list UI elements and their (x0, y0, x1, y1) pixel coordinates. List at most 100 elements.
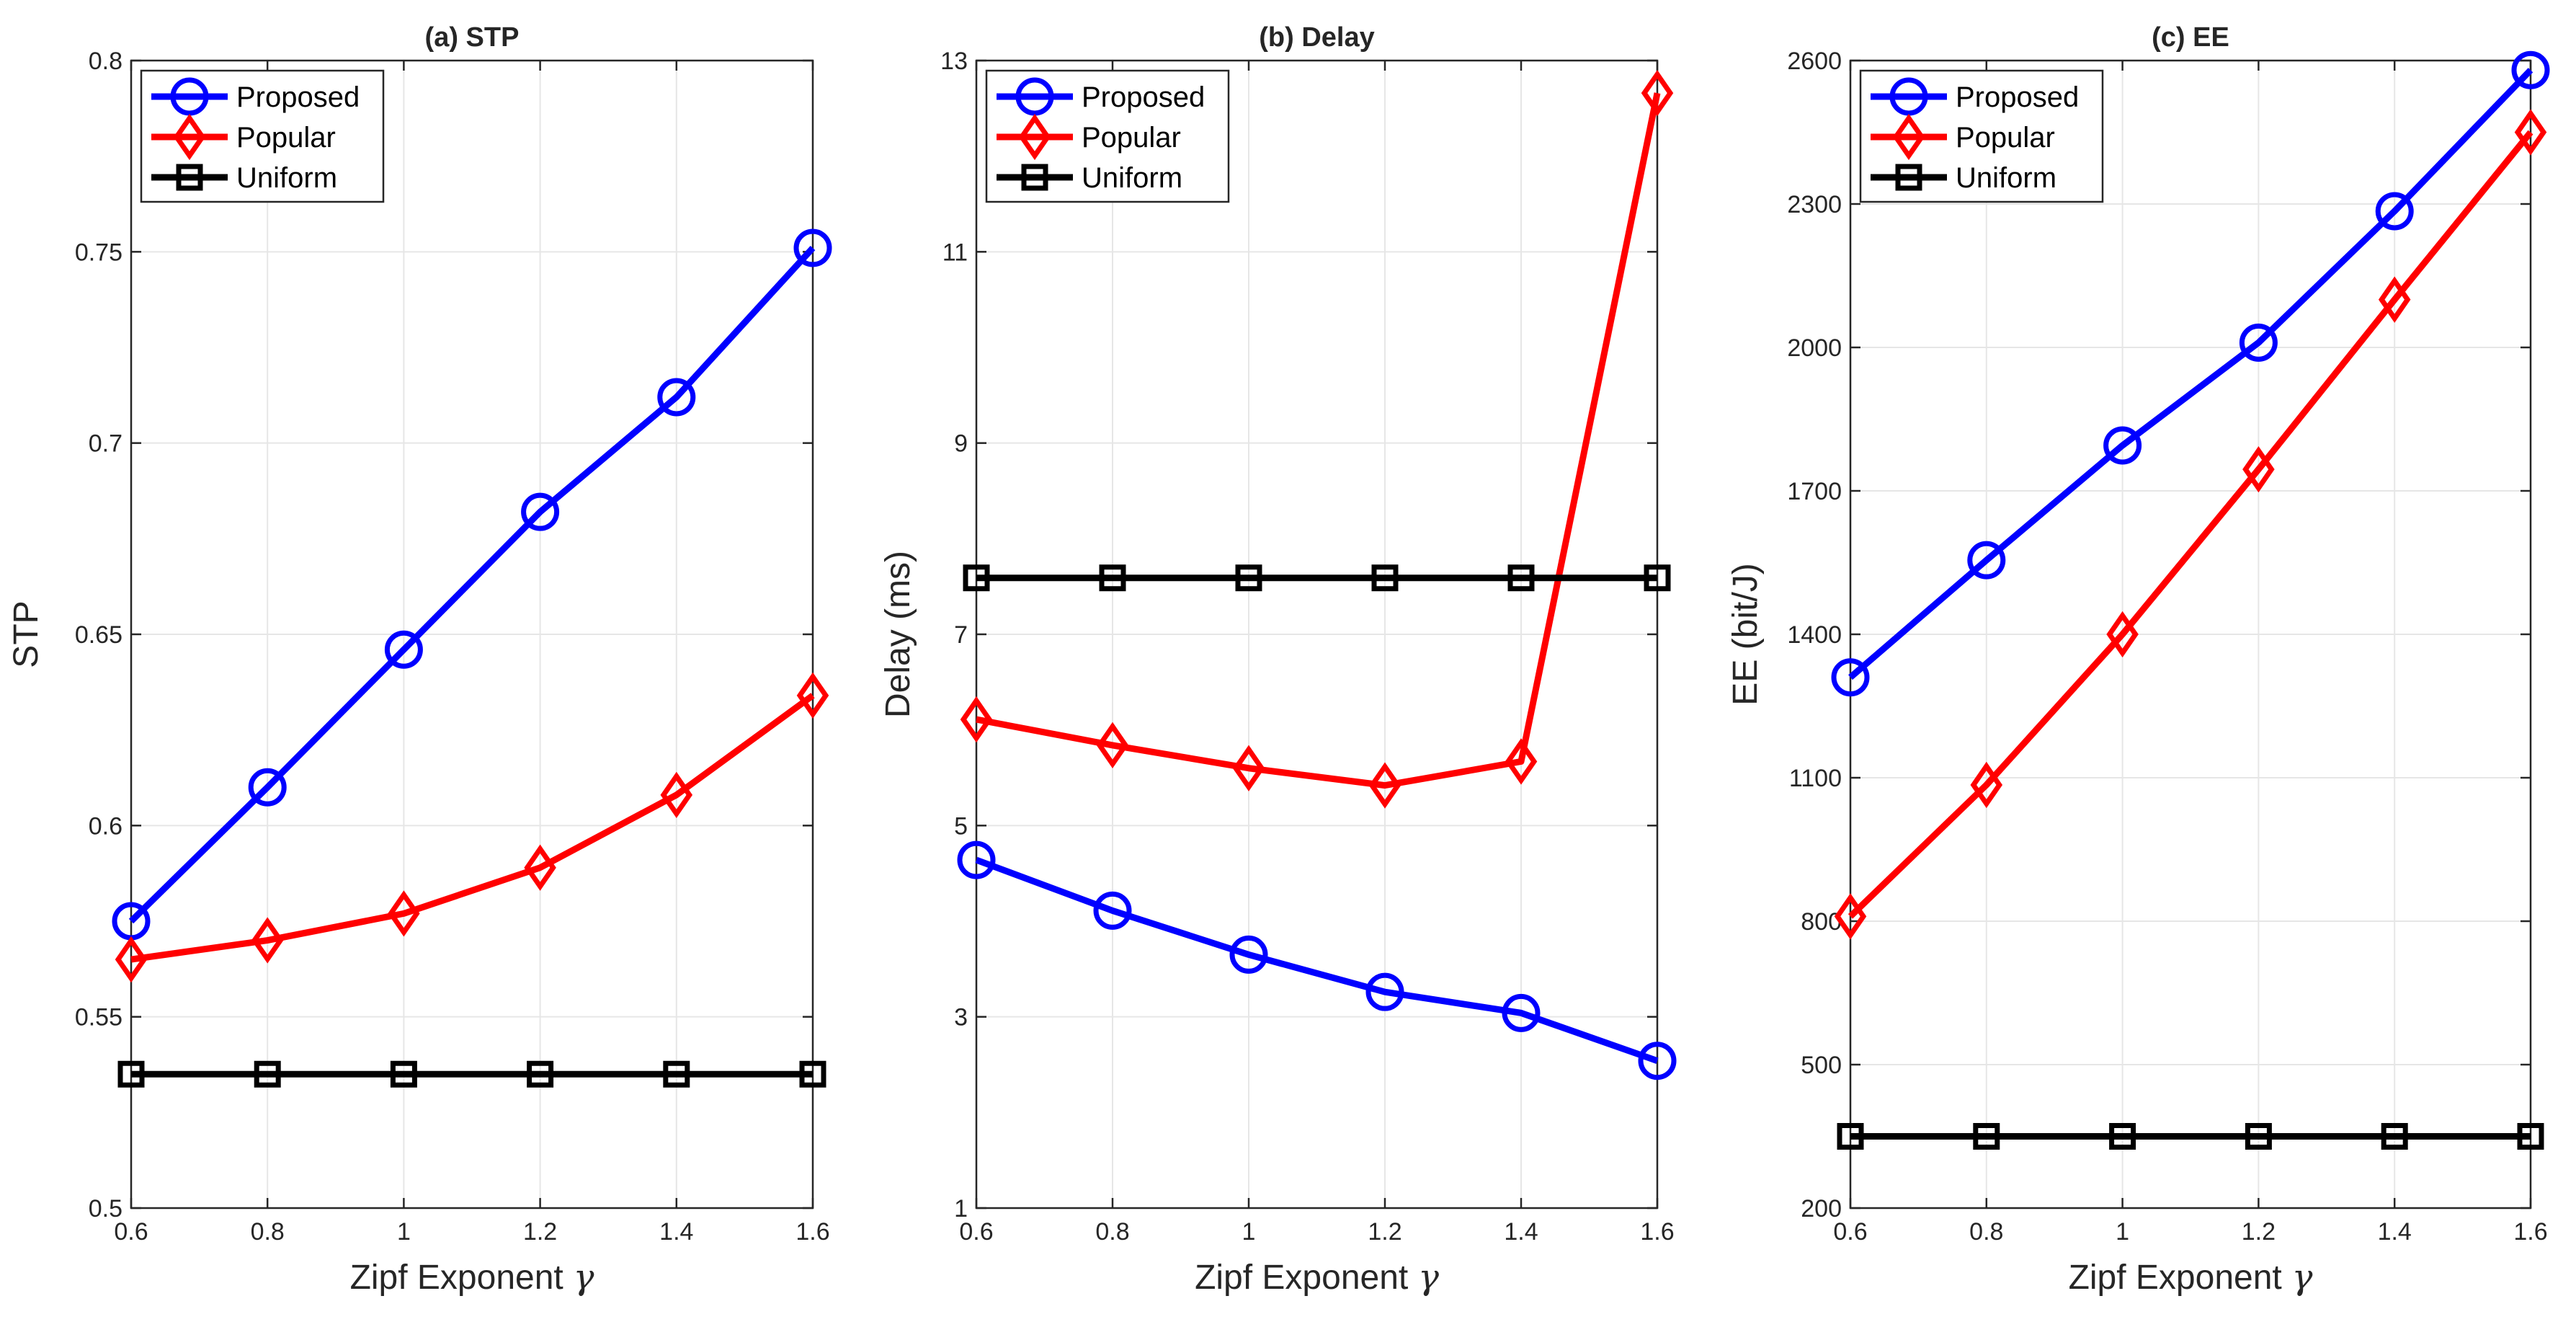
data-point-proposed (2511, 50, 2550, 89)
y-axis-label: Delay (ms) (879, 551, 917, 718)
data-point-uniform (963, 564, 990, 592)
legend-marker-popular (1892, 113, 1925, 161)
x-tick-label: 1 (1242, 1218, 1256, 1246)
x-tick-label: 0.6 (959, 1218, 993, 1246)
y-tick-label: 7 (954, 621, 968, 649)
legend-marker-proposed (1889, 77, 1928, 116)
x-tick-label: 1.4 (1504, 1218, 1538, 1246)
x-tick-label: 0.6 (114, 1218, 148, 1246)
data-point-popular (1641, 69, 1674, 117)
x-tick-label: 0.8 (1969, 1218, 2003, 1246)
legend-marker-proposed (1015, 77, 1054, 116)
data-point-uniform (2381, 1123, 2408, 1150)
x-tick-label: 1.2 (1368, 1218, 1401, 1246)
data-point-proposed (657, 378, 696, 417)
data-point-popular (1970, 761, 2003, 809)
y-tick-label: 1700 (1787, 478, 1842, 505)
legend-label-proposed: Proposed (1082, 81, 1205, 113)
data-point-uniform (2245, 1123, 2272, 1150)
y-tick-label: 3 (954, 1004, 968, 1031)
x-axis-label-symbol: γ (1418, 1257, 1439, 1297)
data-point-uniform (117, 1060, 145, 1088)
x-tick-label: 1.6 (795, 1218, 829, 1246)
panel-stp: 0.6 0.8 1 1.2 1.4 1.6 0.5 0.55 0.6 0.65 0.7 0.75 0.8… (7, 22, 832, 1297)
x-tick-label: 1.4 (659, 1218, 693, 1246)
data-point-popular (1834, 893, 1867, 940)
data-point-uniform (663, 1060, 690, 1088)
data-point-popular (1232, 745, 1265, 791)
x-tick-label: 1.2 (523, 1218, 557, 1246)
data-point-popular (388, 890, 420, 937)
y-tick-label: 0.55 (75, 1004, 122, 1031)
legend-label-proposed: Proposed (1956, 81, 2079, 113)
data-point-proposed (521, 492, 560, 531)
x-axis-label: Zipf Exponent γ (350, 1257, 594, 1297)
data-point-uniform (1973, 1123, 2000, 1150)
y-tick-label: 500 (1801, 1052, 1842, 1079)
data-point-proposed (1502, 993, 1541, 1032)
y-tick-label: 5 (954, 812, 968, 840)
legend: Proposed Popular Uniform (140, 69, 385, 203)
series-line-popular (1848, 130, 2533, 919)
y-tick-label: 200 (1801, 1195, 1842, 1222)
y-tick-label: 0.6 (89, 812, 122, 840)
data-point-uniform (1371, 564, 1399, 592)
data-point-popular (960, 696, 993, 743)
x-axis-label-text: Zipf Exponent (2069, 1259, 2282, 1297)
x-tick-label: 1.6 (1640, 1218, 1674, 1246)
data-point-uniform (2517, 1123, 2544, 1150)
x-tick-label: 0.6 (1833, 1218, 1867, 1246)
y-tick-label: 0.5 (89, 1195, 122, 1222)
x-tick-label: 1.2 (2242, 1218, 2276, 1246)
data-point-popular (1096, 722, 1129, 769)
x-axis-label-text: Zipf Exponent (350, 1259, 563, 1297)
legend: Proposed Popular Uniform (1859, 69, 2104, 203)
x-axis-label-symbol: γ (574, 1257, 594, 1297)
data-point-popular (251, 917, 284, 964)
legend-marker-popular (173, 113, 206, 161)
data-point-uniform (1507, 564, 1535, 592)
series-line-proposed (975, 856, 1659, 1064)
data-point-proposed (957, 840, 996, 879)
data-point-uniform (1099, 564, 1126, 592)
chart-title: (c) EE (2152, 22, 2229, 53)
x-axis-label: Zipf Exponent γ (2069, 1257, 2313, 1297)
data-point-popular (2514, 109, 2547, 156)
legend-marker-popular (1018, 113, 1051, 161)
x-tick-label: 0.8 (251, 1218, 285, 1246)
data-point-proposed (1093, 891, 1132, 930)
x-axis-label: Zipf Exponent γ (1195, 1257, 1439, 1297)
data-point-proposed (793, 228, 832, 267)
data-point-popular (115, 936, 148, 983)
series-line-popular (130, 693, 815, 963)
x-axis-label-symbol: γ (2292, 1257, 2313, 1297)
panel-ee: 0.6 0.8 1 1.2 1.4 1.6 200 500 800 1100 1400 1700 200… (1726, 22, 2550, 1297)
data-point-uniform (1837, 1123, 1864, 1150)
legend-label-uniform: Uniform (1082, 162, 1182, 194)
data-point-popular (2378, 276, 2411, 323)
data-point-proposed (1638, 1042, 1677, 1080)
y-axis-label: STP (7, 600, 45, 667)
legend-label-proposed: Proposed (236, 81, 360, 113)
data-point-uniform (1644, 564, 1671, 592)
data-point-proposed (1967, 541, 2006, 580)
data-point-uniform (527, 1060, 554, 1088)
y-tick-label: 9 (954, 430, 968, 458)
legend-label-popular: Popular (1956, 122, 2055, 154)
data-point-popular (1368, 762, 1401, 809)
data-point-proposed (2375, 192, 2414, 231)
y-tick-label: 800 (1801, 908, 1842, 936)
y-tick-label: 1 (954, 1195, 968, 1222)
data-point-proposed (384, 630, 423, 669)
data-point-proposed (2103, 426, 2142, 465)
data-point-popular (2106, 611, 2139, 658)
data-point-uniform (390, 1060, 417, 1088)
x-tick-label: 1 (2116, 1218, 2129, 1246)
y-tick-label: 2600 (1787, 48, 1842, 75)
data-point-proposed (2239, 323, 2278, 362)
y-tick-label: 1400 (1787, 621, 1842, 649)
x-tick-label: 0.8 (1095, 1218, 1129, 1246)
chart-title: (b) Delay (1259, 22, 1374, 53)
y-tick-label: 0.7 (89, 430, 122, 458)
data-point-popular (2242, 446, 2275, 493)
